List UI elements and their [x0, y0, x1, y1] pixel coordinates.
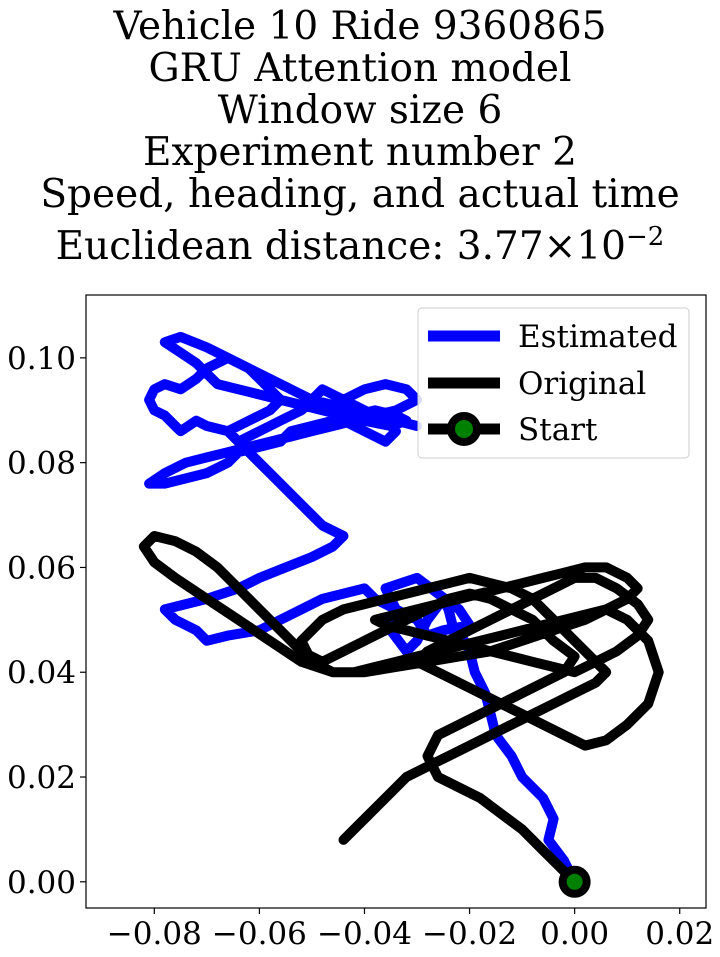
y-tick-label: 0.02 — [7, 760, 76, 796]
y-tick-label: 0.00 — [7, 865, 76, 901]
x-tick-label: −0.06 — [212, 916, 307, 952]
y-tick-label: 0.08 — [7, 446, 76, 482]
chart-title-line-3: Window size 6 — [217, 88, 503, 133]
distance-times: × — [543, 224, 577, 269]
chart-title-line-1: Vehicle 10 Ride 9360865 — [113, 4, 607, 49]
legend: Estimated Original Start — [417, 307, 690, 459]
legend-start-label: Start — [518, 412, 598, 448]
series-estimated-line — [144, 331, 580, 887]
plot-frame — [85, 294, 707, 909]
x-tick-label: 0.00 — [540, 916, 609, 952]
chart-title-line-4: Experiment number 2 — [143, 130, 577, 175]
start-marker — [558, 865, 591, 898]
x-tick-label: −0.02 — [422, 916, 517, 952]
y-tick-label: 0.06 — [7, 550, 76, 586]
x-tick-label: −0.08 — [107, 916, 202, 952]
legend-estimated-label: Estimated — [518, 319, 677, 355]
legend-box — [417, 307, 690, 459]
distance-base: 10 — [576, 224, 626, 269]
legend-start-marker — [447, 412, 481, 446]
x-tick-label: −0.04 — [317, 916, 412, 952]
distance-prefix: Euclidean distance: 3.77 — [55, 224, 544, 269]
y-tick-label: 0.04 — [7, 655, 76, 691]
distance-exponent: −2 — [625, 222, 665, 252]
chart-title-line-2: GRU Attention model — [148, 46, 572, 91]
x-tick-label: 0.02 — [645, 916, 714, 952]
series-original-line — [138, 531, 664, 887]
chart-title-line-5: Speed, heading, and actual time — [40, 172, 680, 217]
legend-original-label: Original — [518, 366, 646, 402]
chart-title-distance: Euclidean distance: 3.77×10−2 — [0, 216, 720, 268]
y-tick-label: 0.10 — [7, 341, 76, 377]
